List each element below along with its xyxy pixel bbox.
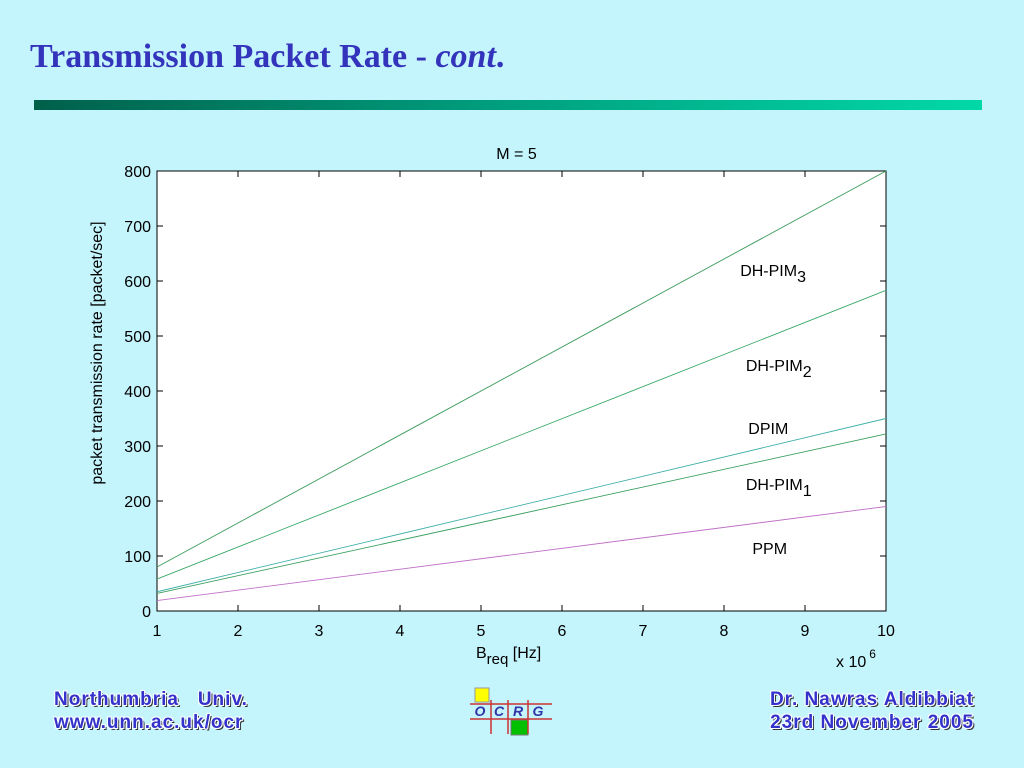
y-tick-label-200: 200 (124, 494, 151, 511)
x-axis-multiplier: x 10 6 (836, 647, 876, 671)
logo-green-square (510, 719, 529, 736)
title-underline-bar (34, 100, 982, 110)
series-label-dh-pim2: DH-PIM2 (746, 358, 812, 381)
logo-letter-g: G (533, 703, 544, 719)
series-label-dh-pim1: DH-PIM1 (746, 477, 812, 500)
series-label-ppm: PPM (752, 541, 787, 558)
ocrg-logo: O C R G (470, 687, 552, 736)
footer-left: Northumbria Univ. www.unn.ac.uk/ocr (54, 688, 248, 734)
x-tick-label-3: 3 (315, 623, 324, 640)
y-tick-label-600: 600 (124, 274, 151, 291)
x-tick-label-9: 9 (801, 623, 810, 640)
footer-right: Dr. Nawras Aldibbiat 23rd November 2005 (770, 688, 974, 734)
y-tick-label-0: 0 (142, 604, 151, 621)
x-tick-label-7: 7 (639, 623, 648, 640)
series-line-dh-pim2 (156, 289, 887, 580)
series-label-dpim: DPIM (748, 421, 788, 438)
series-line-dh-pim1 (156, 433, 887, 594)
chart-title: M = 5 (496, 146, 537, 163)
series-line-ppm (156, 506, 887, 601)
y-tick-label-800: 800 (124, 164, 151, 181)
footer-website: www.unn.ac.uk/ocr (54, 712, 244, 733)
x-tick-label-5: 5 (477, 623, 486, 640)
logo-yellow-square (474, 687, 490, 703)
x-tick-label-6: 6 (558, 623, 567, 640)
logo-letter-c: C (494, 703, 505, 719)
x-axis-label: Breq [Hz] (476, 645, 541, 668)
footer-date: 23rd November 2005 (770, 712, 974, 733)
slide-title: Transmission Packet Rate - cont. (30, 38, 504, 76)
series-line-dpim (156, 418, 887, 593)
x-tick-label-4: 4 (396, 623, 405, 640)
y-tick-label-700: 700 (124, 219, 151, 236)
x-tick-label-2: 2 (234, 623, 243, 640)
footer-author: Dr. Nawras Aldibbiat (769, 689, 974, 710)
slide-title-italic: cont (435, 38, 496, 75)
footer-university: Northumbria Univ. (54, 689, 248, 710)
x-tick-label-1: 1 (153, 623, 162, 640)
y-tick-label-400: 400 (124, 384, 151, 401)
y-tick-label-500: 500 (124, 329, 151, 346)
slide-title-end: . (495, 38, 505, 75)
logo-letter-o: O (475, 703, 486, 719)
plot-area (156, 170, 887, 612)
x-tick-label-8: 8 (720, 623, 729, 640)
y-axis-label: packet transmission rate [packet/sec] (89, 221, 106, 484)
y-tick-label-100: 100 (124, 549, 151, 566)
series-label-dh-pim3: DH-PIM3 (740, 263, 806, 286)
logo-letter-r: R (513, 703, 524, 719)
slide-title-main: Transmission Packet Rate - (30, 38, 436, 75)
series-line-dh-pim3 (156, 170, 887, 568)
x-tick-label-10: 10 (877, 623, 895, 640)
y-tick-label-300: 300 (124, 439, 151, 456)
